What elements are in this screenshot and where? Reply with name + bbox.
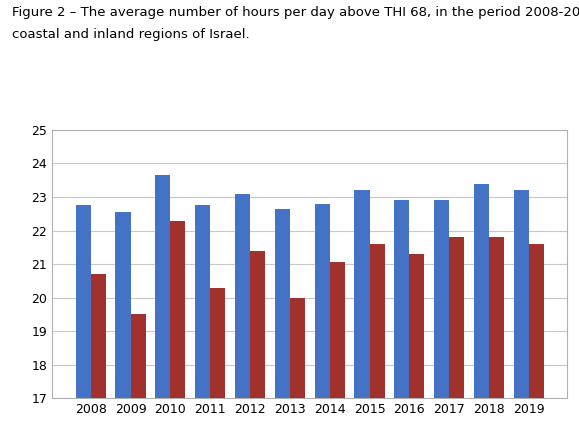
Bar <box>115 212 130 433</box>
Bar <box>489 237 504 433</box>
Bar <box>274 209 290 433</box>
Bar <box>210 288 225 433</box>
Bar <box>235 194 250 433</box>
Bar <box>449 237 464 433</box>
Bar <box>329 262 345 433</box>
Bar <box>155 175 170 433</box>
Bar <box>91 274 106 433</box>
Bar <box>195 205 210 433</box>
Bar <box>514 191 529 433</box>
Bar <box>75 205 91 433</box>
Text: Figure 2 – The average number of hours per day above THI 68, in the period 2008-: Figure 2 – The average number of hours p… <box>12 6 579 19</box>
Bar <box>314 204 329 433</box>
Bar <box>409 254 424 433</box>
Bar <box>474 184 489 433</box>
Text: coastal and inland regions of Israel.: coastal and inland regions of Israel. <box>12 28 249 41</box>
Bar <box>290 298 305 433</box>
Bar <box>369 244 384 433</box>
Bar <box>434 200 449 433</box>
Bar <box>250 251 265 433</box>
Bar <box>394 200 409 433</box>
Bar <box>170 220 185 433</box>
Bar <box>130 314 146 433</box>
Bar <box>354 191 369 433</box>
Bar <box>529 244 544 433</box>
